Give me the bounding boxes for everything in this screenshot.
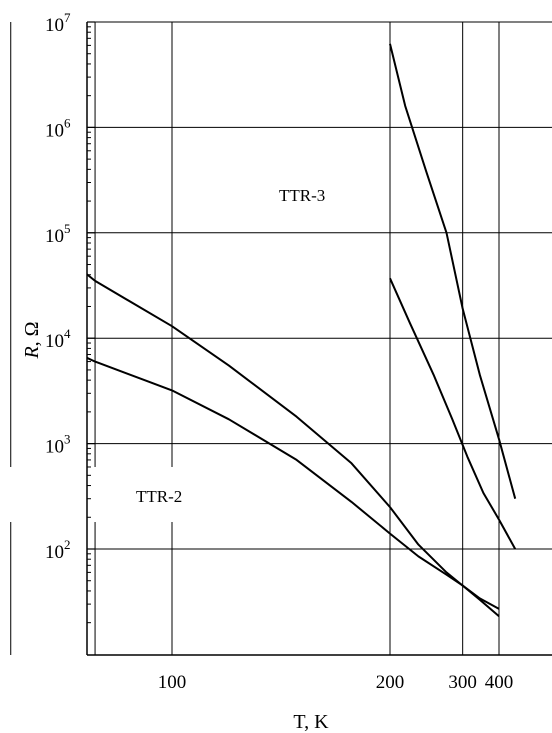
annotation-label: TTR-3 — [279, 186, 325, 205]
y-tick-base: 10 — [45, 15, 64, 36]
x-tick-label: 100 — [158, 672, 187, 693]
x-axis-title: T, K — [293, 711, 329, 733]
y-tick-exponent: 2 — [64, 537, 71, 552]
y-tick-label: 103 — [45, 432, 71, 458]
y-axis-title: R, Ω — [21, 321, 43, 359]
y-tick-exponent: 4 — [64, 326, 71, 341]
y-tick-exponent: 5 — [64, 221, 71, 236]
grid — [10, 22, 552, 655]
axes — [86, 21, 552, 656]
y-tick-base: 10 — [45, 331, 64, 352]
y-tick-base: 10 — [45, 437, 64, 458]
y-tick-base: 10 — [45, 226, 64, 247]
series-line-2 — [87, 356, 500, 618]
x-tick-label: 400 — [485, 672, 514, 693]
y-tick-base: 10 — [45, 120, 64, 141]
y-axis-title-symbol: R — [21, 346, 43, 359]
x-tick-label: 200 — [376, 672, 405, 693]
y-tick-label: 107 — [45, 10, 71, 36]
y-tick-label: 102 — [45, 537, 71, 563]
annotation-label: TTR-2 — [136, 487, 182, 506]
series-line-4 — [389, 277, 517, 550]
y-tick-exponent: 6 — [64, 115, 71, 130]
x-tick-label: 300 — [448, 672, 477, 693]
y-tick-label: 106 — [45, 115, 71, 141]
series-line-3 — [389, 43, 517, 499]
series-layer — [87, 43, 517, 618]
y-tick-label: 105 — [45, 221, 71, 247]
y-tick-label: 104 — [45, 326, 71, 352]
y-tick-exponent: 7 — [64, 10, 71, 25]
y-axis-title-unit: , Ω — [21, 321, 43, 346]
y-tick-base: 10 — [45, 542, 64, 563]
y-tick-exponent: 3 — [64, 432, 71, 447]
